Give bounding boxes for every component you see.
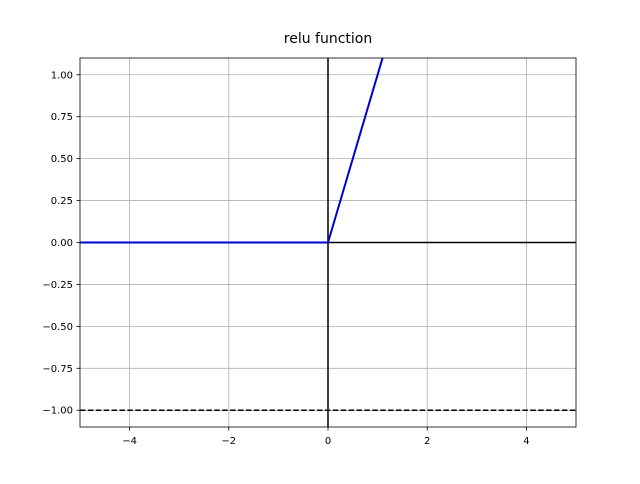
y-tick-label: 0.00 bbox=[51, 238, 73, 249]
x-tick-label: 2 bbox=[424, 436, 430, 447]
y-tick-label: −1.00 bbox=[42, 406, 73, 417]
y-tick-label: −0.50 bbox=[42, 322, 73, 333]
y-tick-label: −0.25 bbox=[42, 280, 73, 291]
y-tick-label: 1.00 bbox=[51, 70, 73, 81]
y-tick-label: 0.75 bbox=[51, 112, 73, 123]
x-tick-label: −2 bbox=[221, 436, 236, 447]
y-tick-label: −0.75 bbox=[42, 364, 73, 375]
y-tick-label: 0.25 bbox=[51, 196, 73, 207]
x-tick-label: 0 bbox=[325, 436, 331, 447]
y-tick-label: 0.50 bbox=[51, 154, 73, 165]
x-tick-label: 4 bbox=[523, 436, 529, 447]
plot-frame bbox=[79, 57, 577, 428]
data-line bbox=[80, 58, 384, 244]
x-tick-label: −4 bbox=[122, 436, 137, 447]
chart-title: relu function bbox=[284, 31, 372, 47]
